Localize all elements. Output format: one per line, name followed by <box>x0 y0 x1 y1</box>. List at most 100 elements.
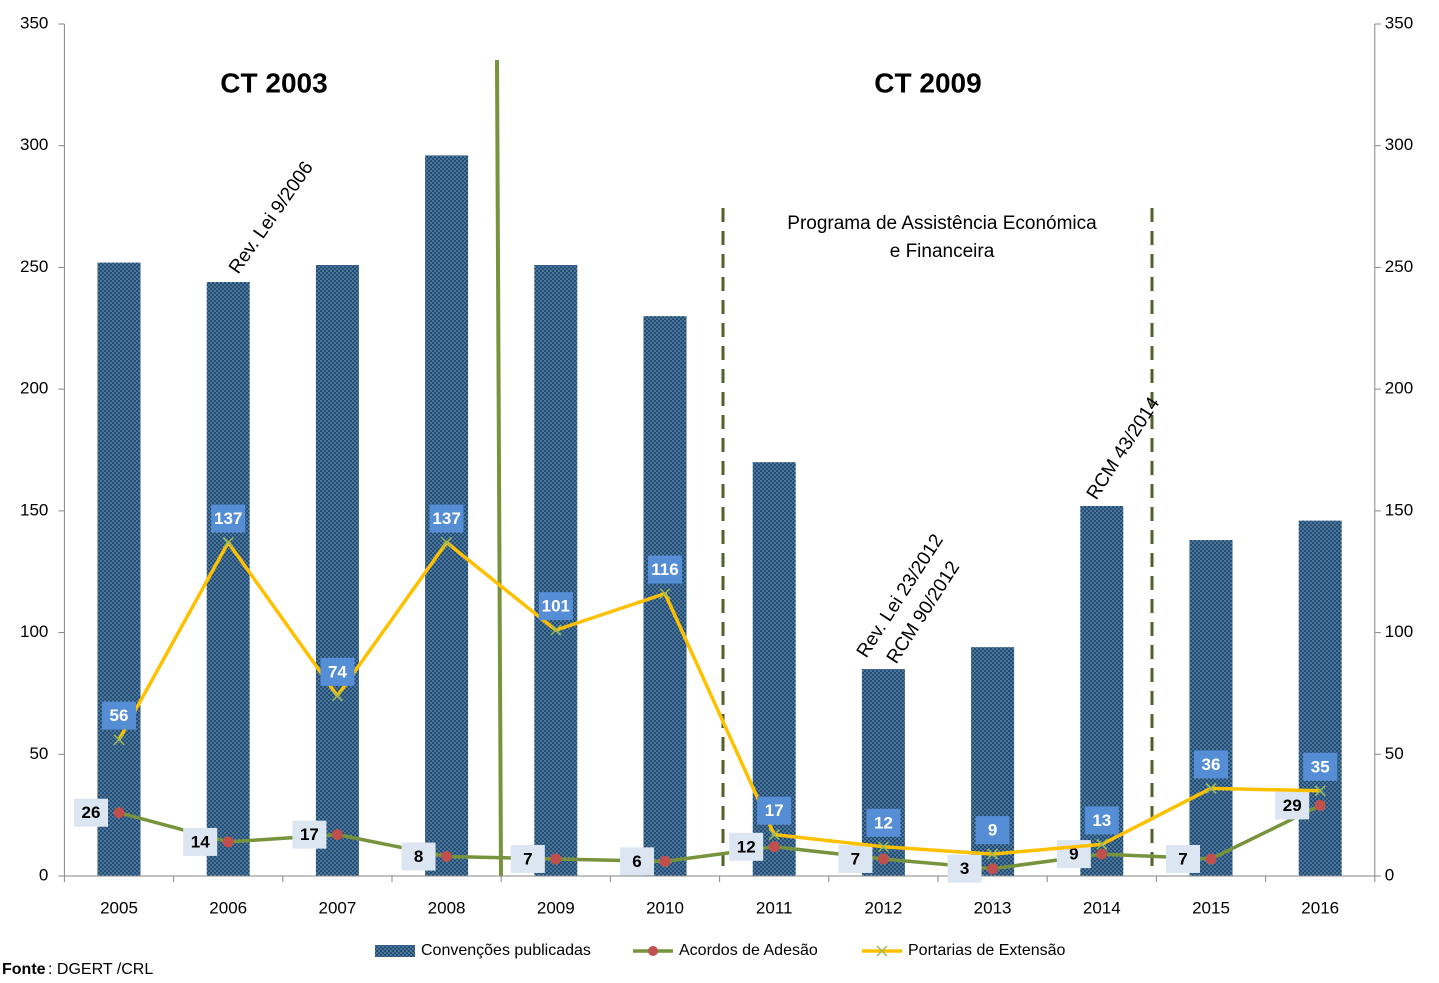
y-tick-label: 0 <box>39 865 48 884</box>
data-label-box <box>838 844 873 873</box>
marker <box>768 829 780 841</box>
data-label-box <box>648 555 682 584</box>
bar <box>1298 520 1342 876</box>
data-label-box <box>429 504 464 533</box>
data-label-box <box>1303 752 1338 781</box>
y-tick-label: 150 <box>20 500 48 519</box>
marker <box>222 536 234 549</box>
bar <box>534 264 578 877</box>
legend-swatch <box>375 945 415 957</box>
data-label: 116 <box>651 560 678 579</box>
data-label-box <box>947 854 982 883</box>
data-label-box <box>620 847 654 876</box>
marker <box>768 841 780 853</box>
marker <box>331 829 343 841</box>
data-label-box <box>292 820 327 849</box>
y2-tick-label: 50 <box>1385 744 1404 763</box>
y-tick-label: 50 <box>29 744 48 763</box>
data-label: 8 <box>414 847 423 866</box>
marker <box>987 863 999 875</box>
y-tick-label: 350 <box>20 13 48 32</box>
legend-label: Acordos de Adesão <box>679 942 818 959</box>
marker <box>113 734 125 746</box>
x-tick-label: 2014 <box>1083 898 1121 917</box>
x-tick-label: 2009 <box>537 898 575 917</box>
annotation: e Financeira <box>890 241 995 262</box>
data-label: 137 <box>432 509 460 528</box>
x-tick-label: 2010 <box>646 898 684 917</box>
data-label: 7 <box>1178 849 1187 868</box>
source-label: Fonte <box>2 961 46 978</box>
x-tick-label: 2011 <box>756 898 793 917</box>
marker <box>1205 782 1217 794</box>
data-label-box <box>1084 806 1119 835</box>
marker <box>659 588 671 600</box>
data-label-box <box>757 796 792 825</box>
legend-marker <box>648 946 658 956</box>
data-label-box <box>1275 791 1310 820</box>
data-label-box <box>729 832 764 861</box>
data-label: 17 <box>765 801 784 820</box>
data-label: 7 <box>523 849 532 868</box>
bar <box>206 282 250 876</box>
data-label: 6 <box>632 852 641 871</box>
source: : DGERT /CRL <box>48 961 153 978</box>
data-label-box <box>866 808 901 837</box>
annotation: Programa de Assistência Económica <box>787 213 1097 234</box>
marker <box>877 841 889 853</box>
period-divider <box>495 59 503 877</box>
data-label: 36 <box>1202 755 1221 774</box>
y2-tick-label: 350 <box>1385 13 1413 32</box>
marker <box>550 624 562 636</box>
data-label-box <box>183 827 218 856</box>
data-label-box <box>1166 844 1200 873</box>
x-tick-label: 2016 <box>1301 898 1339 917</box>
y2-tick-label: 150 <box>1385 500 1413 519</box>
y2-tick-label: 0 <box>1385 865 1394 884</box>
data-label: 9 <box>988 821 997 840</box>
data-label: 137 <box>214 509 242 528</box>
y2-tick-label: 200 <box>1385 379 1413 398</box>
x-tick-label: 2005 <box>100 898 138 917</box>
data-label: 3 <box>960 859 969 878</box>
y-tick-label: 300 <box>20 135 48 154</box>
marker <box>113 807 125 819</box>
marker <box>987 848 999 860</box>
marker <box>1314 785 1326 797</box>
data-label: 17 <box>300 825 319 844</box>
data-label-box <box>74 798 108 827</box>
annotation: Rev. Lei 9/2006 <box>225 158 318 278</box>
legend-label: Convenções publicadas <box>421 942 591 959</box>
data-label: 56 <box>110 706 129 725</box>
data-label: 9 <box>1069 845 1078 864</box>
x-tick-label: 2006 <box>209 898 247 917</box>
y2-tick-label: 250 <box>1385 257 1413 276</box>
marker <box>1096 838 1108 850</box>
marker <box>331 690 343 702</box>
x-tick-label: 2013 <box>974 898 1012 917</box>
data-label-box <box>1194 750 1228 779</box>
marker <box>877 853 889 865</box>
data-label-box <box>510 844 545 873</box>
y-tick-label: 200 <box>20 379 48 398</box>
data-label: 7 <box>851 849 860 868</box>
annotation: CT 2009 <box>874 67 981 98</box>
data-label: 101 <box>542 597 570 616</box>
data-label: 12 <box>737 837 756 856</box>
x-tick-label: 2015 <box>1192 898 1230 917</box>
x-tick-label: 2012 <box>864 898 902 917</box>
y-tick-label: 100 <box>20 622 48 641</box>
data-label-box <box>975 816 1010 845</box>
data-label-box <box>211 504 246 533</box>
marker <box>441 851 453 863</box>
y2-tick-label: 300 <box>1385 135 1413 154</box>
data-label-box <box>538 592 573 621</box>
marker <box>222 836 234 848</box>
data-label: 29 <box>1283 796 1302 815</box>
x-tick-label: 2008 <box>428 898 466 917</box>
bar <box>861 669 905 876</box>
bar <box>1189 540 1233 876</box>
data-label-box <box>320 657 355 686</box>
marker <box>659 855 671 867</box>
legend-label: Portarias de Extensão <box>908 942 1066 959</box>
